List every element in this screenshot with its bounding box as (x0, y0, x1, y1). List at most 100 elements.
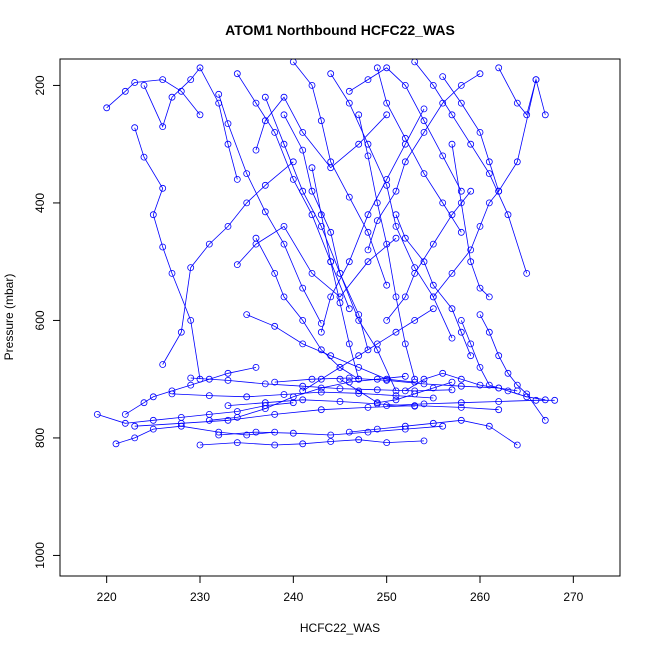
data-point (121, 419, 129, 427)
x-tick-label: 260 (470, 590, 490, 604)
data-point (261, 181, 269, 189)
series-8 (196, 436, 428, 449)
data-point (233, 70, 241, 78)
data-point (205, 392, 213, 400)
y-tick-label: 400 (33, 193, 47, 213)
data-point (485, 293, 493, 301)
data-point (121, 410, 129, 418)
series-41 (392, 211, 475, 360)
data-point (373, 425, 381, 433)
data-point (261, 117, 269, 125)
data-point (392, 328, 400, 336)
data-point (271, 410, 279, 418)
data-point (429, 281, 437, 289)
data-point (439, 73, 447, 80)
data-point (327, 431, 335, 439)
data-point (495, 187, 503, 195)
data-point (271, 269, 279, 277)
series-39 (233, 222, 400, 301)
series-line (125, 367, 257, 415)
data-point (317, 222, 325, 230)
data-point (457, 399, 465, 407)
data-point (476, 311, 484, 319)
data-point (401, 293, 409, 301)
series-line (255, 96, 387, 169)
data-point (504, 211, 512, 219)
data-point (261, 405, 269, 413)
data-point (401, 158, 409, 166)
data-point (448, 140, 456, 148)
data-point (140, 153, 148, 161)
data-point (364, 246, 372, 254)
series-38 (187, 374, 456, 395)
series-10 (233, 70, 353, 313)
data-point (513, 158, 521, 166)
data-point (205, 416, 213, 424)
data-point (485, 199, 493, 207)
series-line (386, 190, 472, 321)
data-point (411, 316, 419, 324)
data-point (420, 170, 428, 178)
data-point (345, 305, 353, 313)
series-22 (411, 58, 531, 277)
data-point (401, 340, 409, 348)
data-point (383, 439, 391, 447)
data-point (280, 240, 288, 248)
series-35 (355, 111, 419, 383)
data-point (532, 396, 540, 404)
data-point (401, 372, 409, 380)
data-point (411, 375, 419, 383)
series-12 (261, 93, 400, 395)
data-point (439, 422, 447, 430)
data-point (364, 211, 372, 219)
data-point (476, 284, 484, 292)
data-point (439, 369, 447, 377)
data-point (429, 305, 437, 313)
series-40 (252, 93, 391, 172)
data-point (429, 419, 437, 427)
data-point (336, 398, 344, 405)
data-point (168, 390, 176, 398)
data-point (317, 388, 325, 396)
series-line (162, 161, 294, 365)
series-1 (103, 76, 204, 119)
data-point (149, 425, 157, 433)
data-point (271, 428, 279, 436)
data-point (271, 128, 279, 136)
data-point (476, 381, 484, 389)
data-point (476, 128, 484, 136)
data-point (299, 187, 307, 195)
series-13 (289, 58, 391, 289)
data-point (429, 394, 437, 402)
data-point (233, 261, 241, 269)
data-point (364, 152, 372, 160)
data-point (495, 398, 503, 405)
series-line (134, 405, 499, 427)
data-point (551, 396, 559, 404)
series-30 (224, 396, 419, 410)
series-18 (345, 64, 465, 195)
data-point (317, 211, 325, 219)
series-line (237, 225, 397, 298)
data-point (429, 293, 437, 301)
data-point (299, 128, 307, 136)
data-point (289, 158, 297, 166)
data-point (401, 134, 409, 142)
data-point (299, 284, 307, 292)
y-axis-label: Pressure (mbar) (2, 274, 16, 361)
data-point (289, 429, 297, 437)
data-point (383, 402, 391, 410)
data-point (476, 363, 484, 371)
data-point (429, 240, 437, 248)
data-point (243, 170, 251, 178)
series-line (358, 114, 416, 380)
series-line (246, 314, 415, 383)
data-point (495, 384, 503, 392)
data-point (112, 440, 120, 448)
data-point (215, 428, 223, 436)
data-point (336, 293, 344, 301)
data-point (299, 396, 307, 404)
data-point (383, 181, 391, 189)
series-line (320, 108, 425, 333)
data-point (345, 99, 353, 107)
